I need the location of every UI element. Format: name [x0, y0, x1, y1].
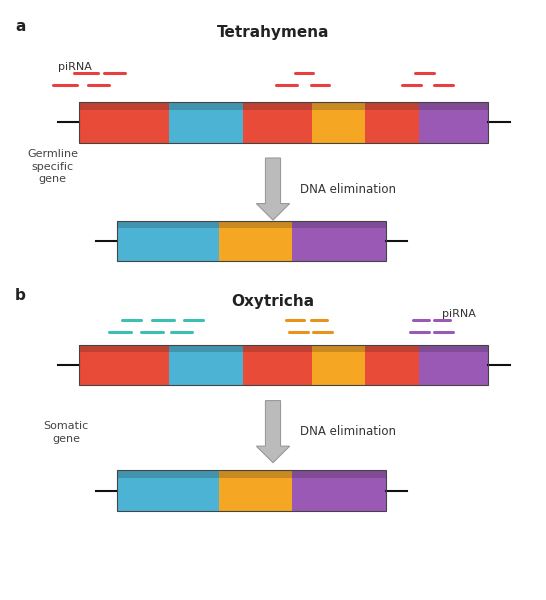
Bar	[419, 345, 488, 385]
Bar	[219, 221, 292, 261]
Bar	[365, 103, 419, 143]
Text: Tetrahymena: Tetrahymena	[217, 25, 329, 40]
Text: piRNA: piRNA	[442, 309, 476, 319]
Bar	[365, 345, 419, 385]
Bar	[169, 103, 243, 143]
Bar	[79, 103, 169, 143]
Bar	[243, 103, 312, 143]
Text: Germline
specific
gene: Germline specific gene	[27, 149, 78, 184]
Bar	[292, 470, 386, 511]
Bar	[79, 103, 488, 143]
Bar	[117, 221, 386, 261]
Bar	[79, 103, 488, 110]
Bar	[312, 103, 365, 143]
Text: piRNA: piRNA	[58, 62, 92, 73]
Text: DNA elimination: DNA elimination	[300, 182, 396, 196]
Bar	[243, 345, 312, 385]
Text: b: b	[15, 288, 26, 303]
Bar	[117, 221, 219, 261]
Text: DNA elimination: DNA elimination	[300, 425, 396, 438]
Bar	[117, 470, 386, 478]
Bar	[79, 345, 488, 352]
Bar	[312, 345, 365, 385]
Bar	[169, 345, 243, 385]
Bar	[79, 345, 488, 385]
Bar	[117, 470, 219, 511]
Text: Somatic
gene: Somatic gene	[43, 421, 88, 443]
Bar	[219, 470, 292, 511]
Bar	[79, 345, 169, 385]
Bar	[292, 221, 386, 261]
Bar	[117, 470, 386, 511]
Bar	[117, 221, 386, 228]
Text: Oxytricha: Oxytricha	[232, 294, 314, 309]
Bar	[419, 103, 488, 143]
FancyArrow shape	[256, 401, 290, 463]
FancyArrow shape	[256, 158, 290, 220]
Text: a: a	[15, 19, 25, 34]
